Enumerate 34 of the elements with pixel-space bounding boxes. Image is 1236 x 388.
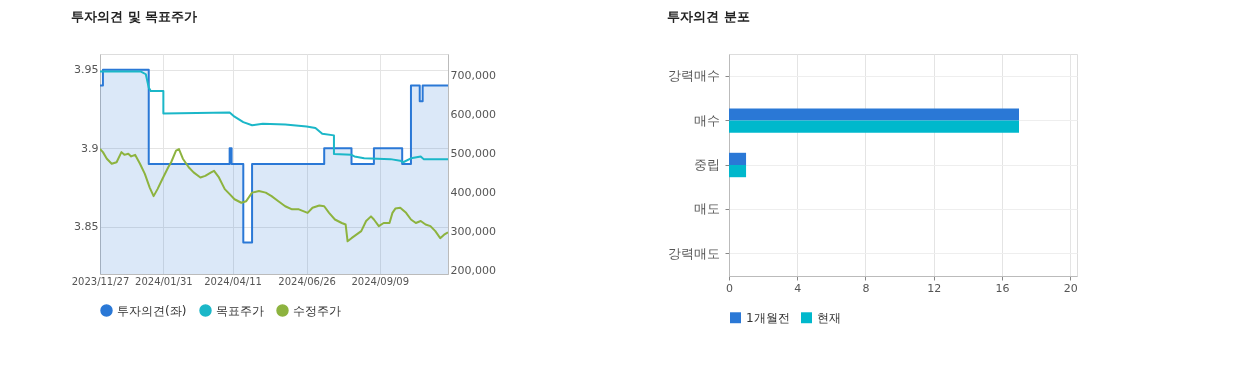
- y2-tick-label: 200,000: [450, 263, 496, 277]
- y-tick-label: 강력매수: [667, 68, 720, 84]
- chart-title: 투자의견 분포: [667, 9, 750, 24]
- x-tick-label: 4: [794, 281, 802, 295]
- x-tick-label: 8: [862, 281, 870, 295]
- line-series: [100, 148, 448, 243]
- y2-tick-label: 600,000: [450, 107, 496, 121]
- y-tick-label: 3.9: [81, 141, 99, 155]
- x-tick-label: 2024/06/26: [278, 275, 336, 287]
- legend-label: 1개월전: [746, 310, 790, 325]
- x-tick-label: 2024/04/11: [204, 275, 262, 287]
- legend-label: 수정주가: [293, 303, 341, 318]
- y-tick-label: 강력매도: [667, 245, 720, 261]
- y-tick-label: 3.95: [74, 63, 99, 77]
- y-tick-label: 매도: [693, 201, 720, 217]
- y2-tick-label: 700,000: [450, 68, 496, 82]
- y2-tick-label: 500,000: [450, 146, 496, 160]
- line-series: [100, 70, 448, 164]
- y-tick-label: 중립: [693, 157, 720, 172]
- x-tick-label: 2023/11/27: [71, 275, 130, 287]
- y2-tick-label: 300,000: [450, 224, 496, 238]
- y-tick-label: 3.85: [74, 220, 99, 234]
- legend-label: 현재: [817, 310, 841, 325]
- x-tick-label: 12: [927, 281, 942, 295]
- legend-label: 투자의견(좌): [117, 303, 187, 318]
- y-tick-label: 매수: [693, 112, 720, 128]
- x-tick-label: 20: [1063, 281, 1078, 295]
- x-tick-label: 16: [995, 281, 1010, 295]
- x-tick-label: 2024/01/31: [135, 275, 193, 287]
- x-tick-label: 0: [726, 281, 733, 295]
- chart-title: 투자의견 및 목표주가: [71, 9, 198, 24]
- y2-tick-label: 400,000: [450, 185, 496, 199]
- legend-label: 목표주가: [216, 303, 264, 318]
- x-tick-label: 2024/09/09: [351, 275, 410, 287]
